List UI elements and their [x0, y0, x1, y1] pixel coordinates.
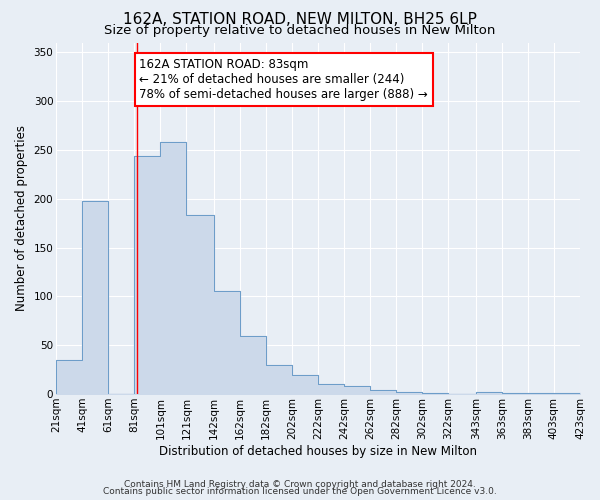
Bar	[160, 142, 187, 394]
Text: 162A STATION ROAD: 83sqm
← 21% of detached houses are smaller (244)
78% of semi-: 162A STATION ROAD: 83sqm ← 21% of detach…	[139, 58, 428, 101]
Bar	[318, 384, 344, 394]
Bar	[422, 393, 448, 394]
Bar	[292, 374, 318, 394]
Text: Size of property relative to detached houses in New Milton: Size of property relative to detached ho…	[104, 24, 496, 37]
Bar	[56, 360, 82, 394]
Bar	[502, 393, 528, 394]
Bar	[214, 290, 240, 394]
Bar	[240, 336, 266, 394]
Text: 162A, STATION ROAD, NEW MILTON, BH25 6LP: 162A, STATION ROAD, NEW MILTON, BH25 6LP	[123, 12, 477, 28]
Bar	[134, 156, 160, 394]
Bar	[396, 392, 422, 394]
Bar	[370, 390, 396, 394]
X-axis label: Distribution of detached houses by size in New Milton: Distribution of detached houses by size …	[159, 444, 477, 458]
Y-axis label: Number of detached properties: Number of detached properties	[15, 126, 28, 312]
Text: Contains HM Land Registry data © Crown copyright and database right 2024.: Contains HM Land Registry data © Crown c…	[124, 480, 476, 489]
Bar	[554, 393, 580, 394]
Bar	[82, 200, 108, 394]
Bar	[476, 392, 502, 394]
Bar	[344, 386, 370, 394]
Bar	[187, 216, 214, 394]
Bar	[266, 364, 292, 394]
Text: Contains public sector information licensed under the Open Government Licence v3: Contains public sector information licen…	[103, 488, 497, 496]
Bar	[528, 393, 554, 394]
